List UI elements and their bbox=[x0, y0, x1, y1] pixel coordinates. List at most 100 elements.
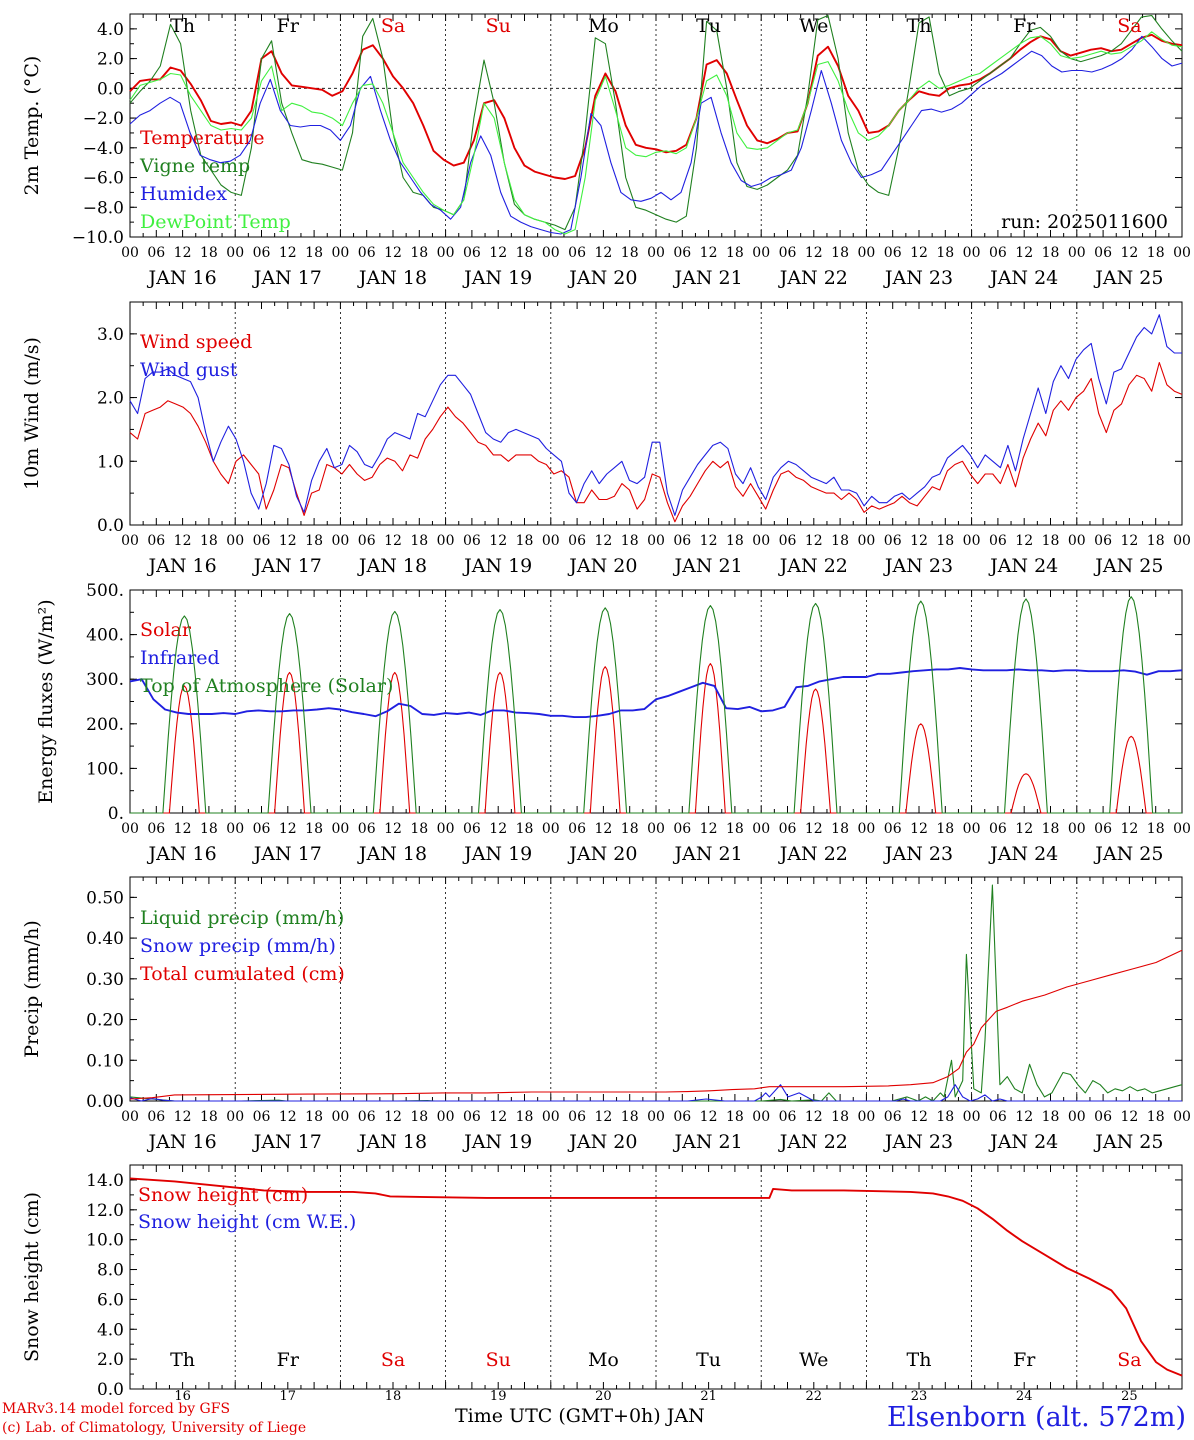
x-hour-label: 12 bbox=[174, 821, 192, 837]
day-number-label: 24 bbox=[1016, 1389, 1033, 1404]
x-hour-label: 12 bbox=[489, 821, 507, 837]
y-tick-label: 1.0 bbox=[97, 452, 124, 472]
x-date-label: JAN 22 bbox=[778, 843, 848, 865]
legend-entry: DewPoint Temp bbox=[140, 211, 291, 233]
x-hour-label: 00 bbox=[542, 533, 560, 549]
x-hour-label: 12 bbox=[174, 533, 192, 549]
weekday-label: Fr bbox=[277, 1349, 300, 1371]
legend-entry: Infrared bbox=[140, 647, 220, 669]
x-hour-label: 00 bbox=[542, 245, 560, 261]
panel-5: 0.0 2.0 4.0 6.0 8.0 10.0 12.0 14.0 Snow height (… bbox=[21, 1164, 1183, 1404]
x-date-label: JAN 20 bbox=[567, 1131, 637, 1153]
weekday-label: Tu bbox=[696, 1349, 721, 1371]
weekday-label: Sa bbox=[381, 1349, 405, 1371]
panel-1: −10.0 −8.0 −6.0 −4.0 −2.0 0.0 2.0 4.0 2m Temp. (… bbox=[21, 13, 1191, 289]
x-hour-label: 00 bbox=[647, 1109, 665, 1125]
weekday-label: Su bbox=[486, 15, 511, 37]
x-date-label: JAN 24 bbox=[988, 843, 1058, 865]
x-date-label: JAN 20 bbox=[567, 843, 637, 865]
weekday-label: Th bbox=[170, 1349, 195, 1371]
y-axis-label: 10m Wind (m/s) bbox=[21, 337, 43, 490]
x-hour-label: 00 bbox=[1173, 821, 1191, 837]
legend-entry: Snow height (cm W.E.) bbox=[138, 1211, 356, 1233]
x-hour-label: 12 bbox=[594, 245, 612, 261]
y-tick-label: 8.0 bbox=[97, 1261, 124, 1281]
x-hour-label: 06 bbox=[147, 533, 165, 549]
x-hour-label: 12 bbox=[910, 245, 928, 261]
x-hour-label: 06 bbox=[673, 821, 691, 837]
x-date-label: JAN 19 bbox=[462, 555, 532, 577]
x-date-label: JAN 16 bbox=[147, 267, 217, 289]
x-date-label: JAN 24 bbox=[988, 1131, 1058, 1153]
x-hour-label: 12 bbox=[805, 821, 823, 837]
x-hour-label: 06 bbox=[779, 1109, 797, 1125]
y-tick-label: 2.0 bbox=[97, 50, 124, 70]
x-hour-label: 00 bbox=[331, 821, 349, 837]
x-hour-label: 00 bbox=[1068, 533, 1086, 549]
day-number-label: 23 bbox=[911, 1389, 928, 1404]
legend-entry: Temperature bbox=[140, 127, 264, 149]
series-line-dewpoint-temp bbox=[129, 31, 1183, 235]
legend-entry: Humidex bbox=[140, 183, 227, 205]
x-hour-label: 06 bbox=[673, 1109, 691, 1125]
weekday-label: Th bbox=[907, 15, 932, 37]
x-hour-label: 06 bbox=[989, 245, 1007, 261]
series-line-wind-gust bbox=[129, 314, 1182, 516]
series-line-total-cumulated-cm- bbox=[129, 949, 1183, 1100]
y-tick-label: 6.0 bbox=[97, 1290, 124, 1310]
legend-entry: Snow height (cm) bbox=[138, 1184, 308, 1206]
x-date-label: JAN 18 bbox=[357, 555, 427, 577]
y-tick-label: 12.0 bbox=[86, 1201, 124, 1221]
x-hour-label: 00 bbox=[1173, 1109, 1191, 1125]
x-axis-title: Time UTC (GMT+0h) JAN bbox=[455, 1405, 705, 1427]
x-hour-label: 00 bbox=[963, 533, 981, 549]
x-date-label: JAN 19 bbox=[462, 843, 532, 865]
x-date-label: JAN 18 bbox=[357, 267, 427, 289]
x-date-label: JAN 23 bbox=[883, 555, 953, 577]
day-number-label: 22 bbox=[806, 1389, 823, 1404]
x-hour-label: 12 bbox=[700, 821, 718, 837]
y-tick-label: 14.0 bbox=[86, 1171, 124, 1191]
y-tick-label: 4.0 bbox=[97, 1320, 124, 1340]
weekday-label: Fr bbox=[277, 15, 300, 37]
x-hour-label: 12 bbox=[1015, 1109, 1033, 1125]
x-hour-label: 06 bbox=[884, 245, 902, 261]
x-hour-label: 12 bbox=[700, 1109, 718, 1125]
x-date-label: JAN 16 bbox=[147, 555, 217, 577]
x-hour-label: 06 bbox=[253, 821, 271, 837]
y-axis-label: Energy fluxes (W/m²) bbox=[35, 599, 57, 803]
station-name: Elsenborn (alt. 572m) bbox=[887, 1402, 1186, 1433]
x-date-label: JAN 23 bbox=[883, 267, 953, 289]
x-hour-label: 18 bbox=[621, 1109, 639, 1125]
x-hour-label: 00 bbox=[437, 1109, 455, 1125]
x-hour-label: 00 bbox=[226, 533, 244, 549]
y-tick-label: 0.0 bbox=[97, 79, 124, 99]
x-hour-label: 06 bbox=[568, 533, 586, 549]
x-hour-label: 00 bbox=[752, 533, 770, 549]
x-hour-label: 12 bbox=[594, 533, 612, 549]
x-hour-label: 00 bbox=[857, 533, 875, 549]
x-hour-label: 12 bbox=[1015, 821, 1033, 837]
legend-entry: Vigne temp bbox=[139, 155, 250, 177]
x-date-label: JAN 22 bbox=[778, 1131, 848, 1153]
day-number-label: 17 bbox=[280, 1389, 297, 1404]
y-tick-label: −4.0 bbox=[83, 139, 124, 159]
x-hour-label: 18 bbox=[831, 1109, 849, 1125]
panel-3: 0. 100. 200. 300. 400. 500. Energy fluxes (W/m… bbox=[35, 581, 1191, 865]
x-hour-label: 12 bbox=[489, 1109, 507, 1125]
x-date-label: JAN 21 bbox=[673, 267, 743, 289]
x-hour-label: 06 bbox=[358, 245, 376, 261]
weekday-label: We bbox=[799, 15, 828, 37]
x-hour-label: 12 bbox=[805, 245, 823, 261]
weekday-label: Mo bbox=[588, 1349, 619, 1371]
x-date-label: JAN 22 bbox=[778, 267, 848, 289]
legend-entry: Liquid precip (mm/h) bbox=[140, 907, 344, 929]
x-date-label: JAN 17 bbox=[252, 1131, 322, 1153]
series-line-snow-height-cm- bbox=[129, 1177, 1183, 1377]
x-hour-label: 18 bbox=[516, 1109, 534, 1125]
x-hour-label: 06 bbox=[358, 821, 376, 837]
x-hour-label: 12 bbox=[910, 533, 928, 549]
x-hour-label: 00 bbox=[963, 1109, 981, 1125]
x-hour-label: 00 bbox=[226, 1109, 244, 1125]
x-date-label: JAN 25 bbox=[1093, 555, 1163, 577]
